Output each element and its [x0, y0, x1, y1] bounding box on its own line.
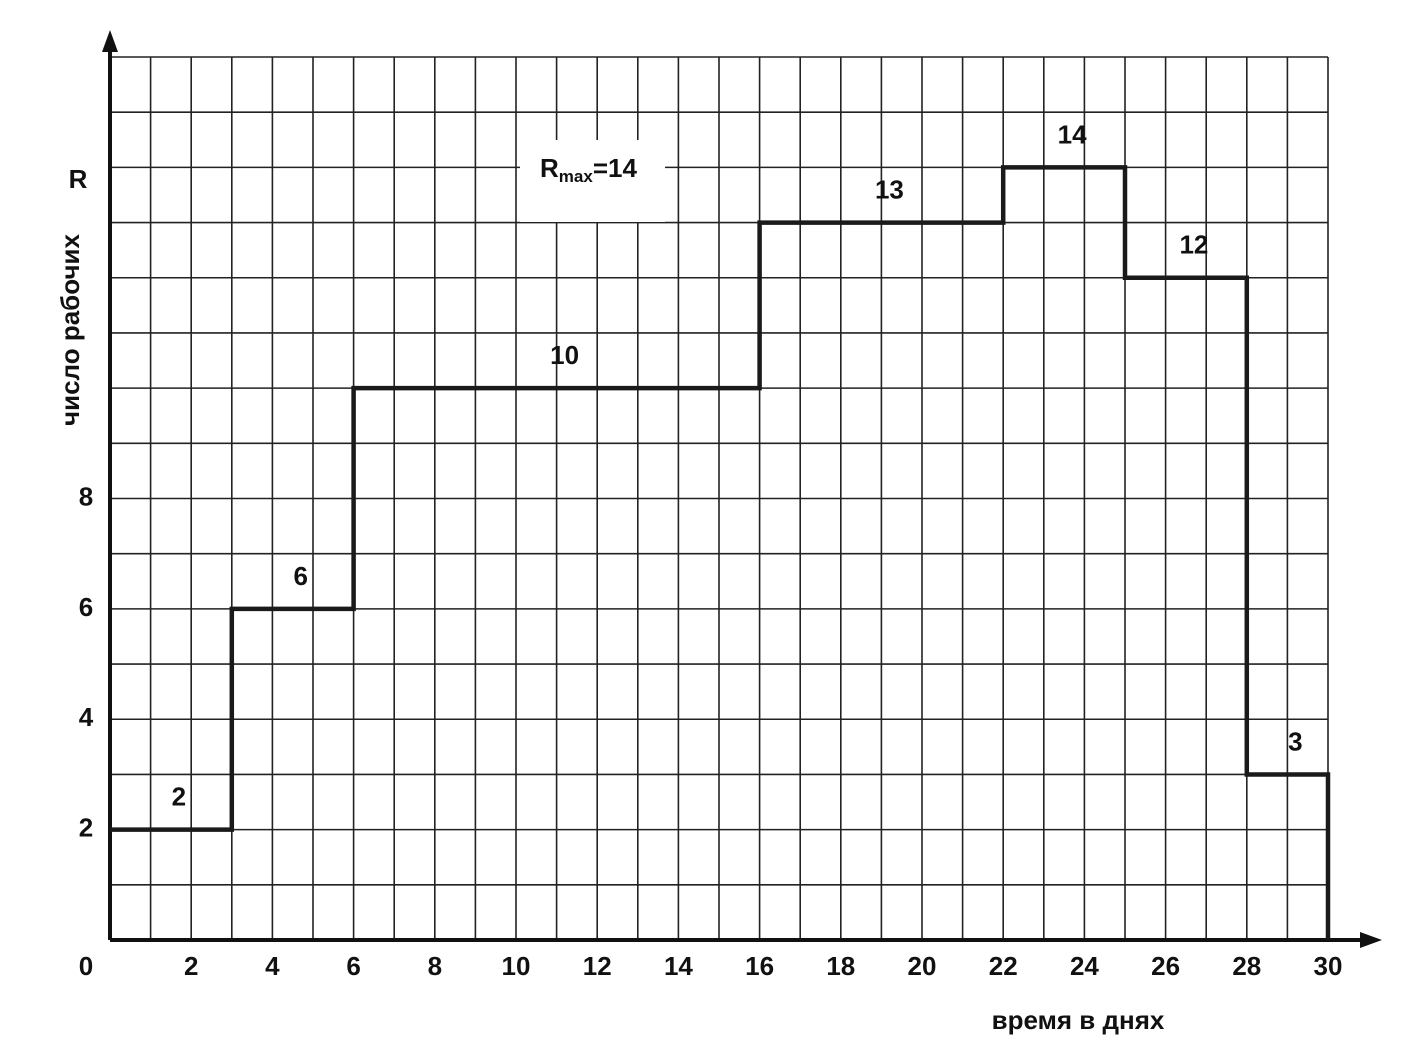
data-label: 3 — [1288, 726, 1302, 756]
x-tick-label: 0 — [79, 951, 93, 981]
x-tick-label: 24 — [1070, 951, 1099, 981]
x-tick-label: 10 — [502, 951, 531, 981]
annotation-sub: max — [559, 167, 594, 186]
x-tick-label: 18 — [826, 951, 855, 981]
annotation-box — [520, 140, 665, 222]
x-tick-label: 30 — [1314, 951, 1343, 981]
data-label: 2 — [172, 782, 186, 812]
x-tick-label: 12 — [583, 951, 612, 981]
x-tick-label: 6 — [346, 951, 360, 981]
annotation: Rmax=14 — [540, 153, 637, 187]
data-label: 13 — [875, 174, 904, 204]
y-axis-arrow — [102, 30, 118, 52]
x-tick-label: 14 — [664, 951, 693, 981]
y-tick-label: 8 — [79, 481, 93, 511]
y-tick-label: 6 — [79, 592, 93, 622]
x-tick-label: 2 — [184, 951, 198, 981]
data-label: 12 — [1179, 230, 1208, 260]
step-line — [110, 165, 1331, 940]
x-tick-label: 20 — [908, 951, 937, 981]
x-tick-label: 16 — [745, 951, 774, 981]
x-tick-label: 22 — [989, 951, 1018, 981]
y-axis-symbol: R — [69, 164, 88, 194]
annotation-rest: =14 — [593, 153, 638, 183]
data-label: 10 — [550, 340, 579, 370]
annotation-base: R — [540, 153, 559, 183]
x-axis-arrow — [1360, 932, 1382, 948]
data-label: 6 — [293, 561, 307, 591]
x-tick-label: 8 — [428, 951, 442, 981]
data-label: 14 — [1058, 119, 1087, 149]
x-tick-label: 28 — [1232, 951, 1261, 981]
y-axis-label: число рабочих — [55, 233, 85, 426]
x-tick-label: 26 — [1151, 951, 1180, 981]
x-tick-label: 4 — [265, 951, 280, 981]
y-tick-label: 4 — [79, 702, 94, 732]
y-tick-label: 2 — [79, 813, 93, 843]
x-axis-label: время в днях — [992, 1005, 1165, 1035]
